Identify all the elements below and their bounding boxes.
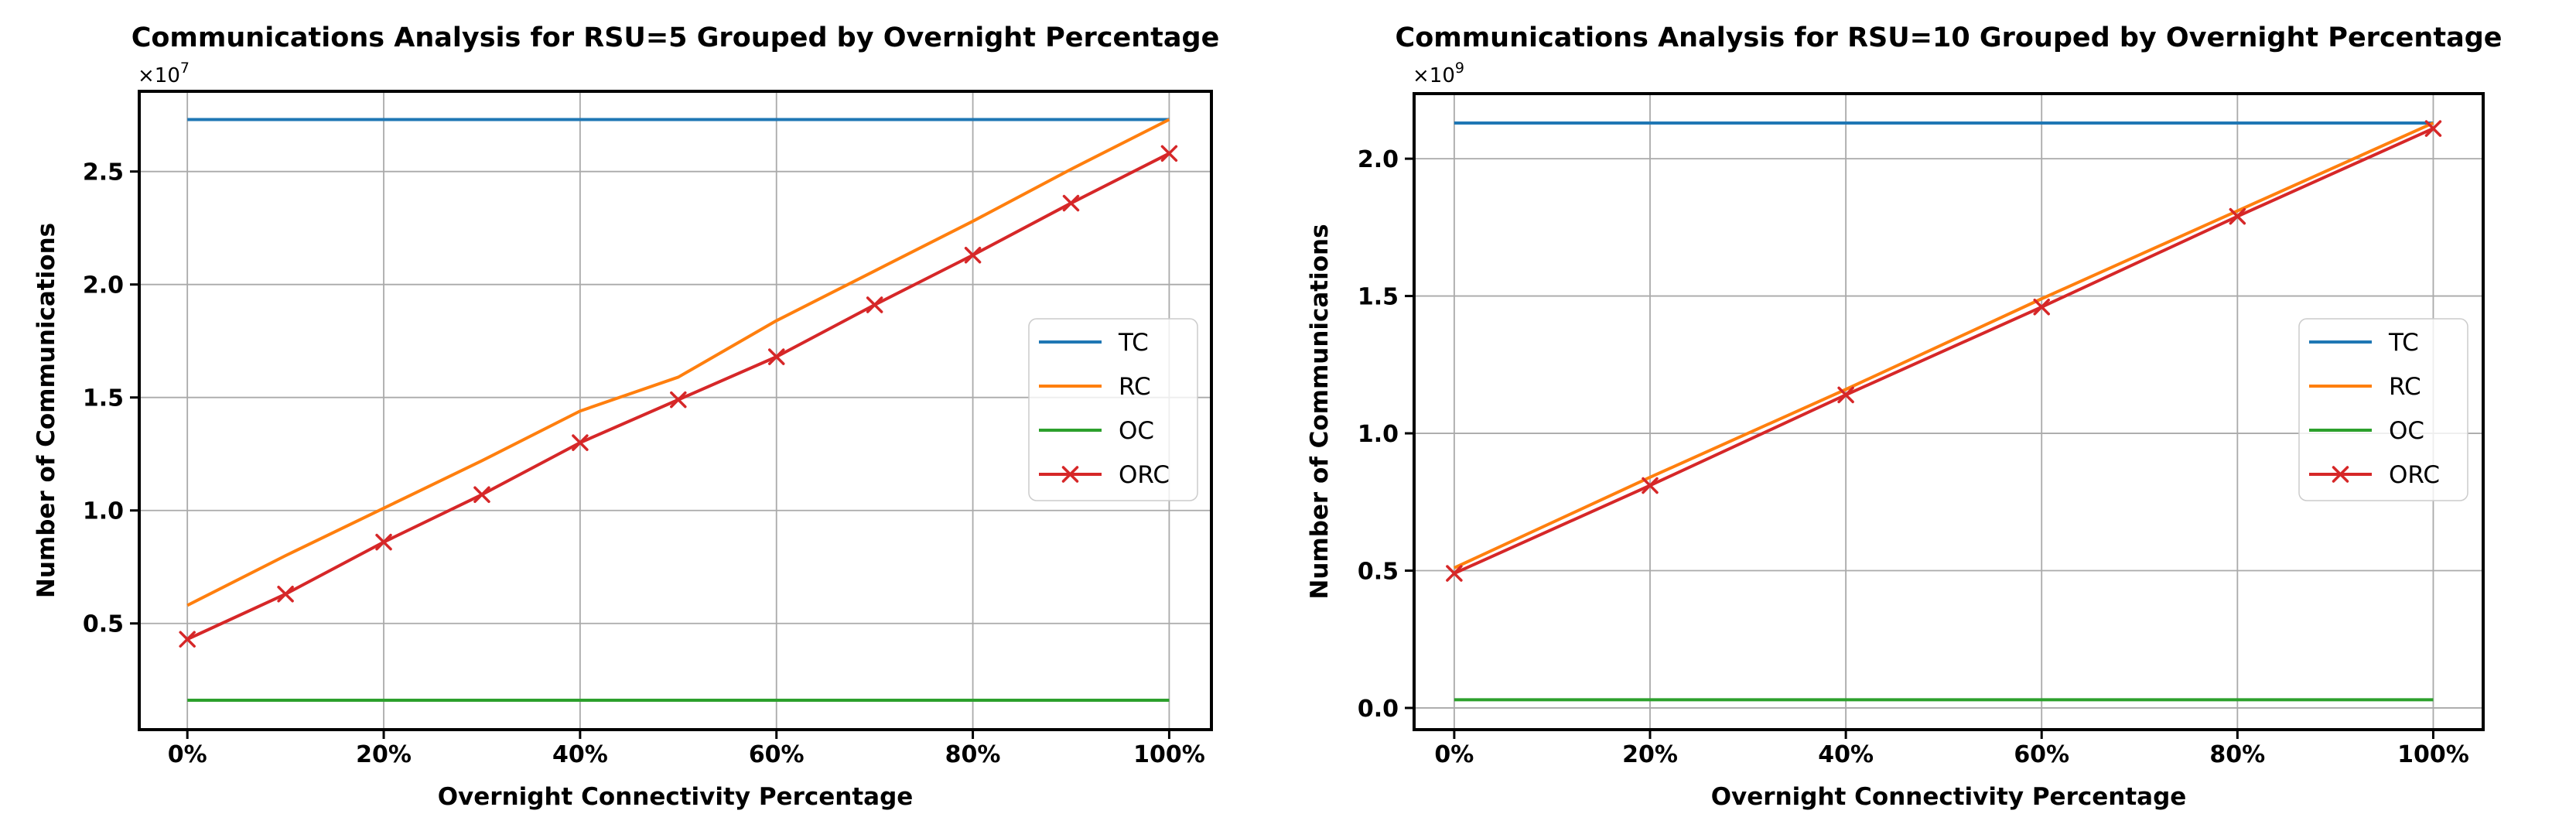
legend-label: RC: [1119, 373, 1151, 401]
y-tick-label: 1.0: [1358, 421, 1399, 448]
x-marker-stroke: [1160, 145, 1178, 162]
legend-label: TC: [1118, 329, 1149, 357]
chart-panel-rsu5: 0% 20% 40% 60% 80% 100% 0.5 1.0 1.5 2.0 2.5 ×107 Com…: [32, 22, 1219, 811]
x-marker-stroke: [1837, 386, 1854, 404]
legend-entry-rc: RC: [2309, 373, 2421, 401]
series-line-orc: [1454, 127, 2434, 575]
y-axis-offset-text: ×109: [1413, 60, 1464, 87]
x-axis-label: Overnight Connectivity Percentage: [1711, 783, 2187, 811]
chart-panel-rsu10: 0% 20% 40% 60% 80% 100% 0.0 0.5 1.0 1.5 2.0 ×109 Com…: [1306, 22, 2502, 811]
x-marker-stroke: [2033, 299, 2050, 316]
x-marker-stroke: [1642, 477, 1659, 494]
x-marker-stroke: [375, 533, 392, 551]
x-tick-label: 20%: [356, 741, 412, 768]
y-tick-label: 0.5: [83, 611, 124, 638]
x-marker-stroke: [2229, 207, 2246, 225]
x-marker: [2424, 120, 2442, 137]
legend-label: OC: [1119, 417, 1154, 445]
x-tick-label: 40%: [1818, 741, 1874, 768]
y-tick-label: 1.5: [83, 385, 124, 412]
chart-title: Communications Analysis for RSU=5 Groupe…: [132, 22, 1220, 53]
y-tick-label: 0.0: [1358, 696, 1399, 723]
x-marker: [1837, 386, 1854, 404]
x-marker-stroke: [1062, 194, 1080, 212]
x-marker-stroke: [866, 296, 883, 313]
x-marker: [179, 631, 196, 648]
legend-box: [2298, 318, 2468, 501]
x-marker: [1642, 477, 1659, 494]
legend-entry-tc: TC: [1039, 329, 1149, 357]
legend-entry-orc: ORC: [2309, 461, 2440, 489]
y-tick-label: 2.5: [83, 159, 124, 186]
x-marker: [473, 486, 490, 504]
x-marker-stroke: [2332, 466, 2349, 483]
x-marker: [1061, 466, 1079, 483]
axes-spines: [1413, 92, 2485, 731]
x-marker: [2229, 207, 2246, 225]
x-marker-stroke: [670, 391, 687, 409]
x-marker: [572, 434, 589, 451]
x-marker-stroke: [1446, 565, 1463, 582]
series-line-rc: [1454, 121, 2434, 569]
series-line-rc: [186, 118, 1170, 607]
legend-label: OC: [2389, 417, 2424, 445]
legend: TC RC OC ORC: [2298, 318, 2468, 501]
x-tick-label: 80%: [2209, 741, 2265, 768]
legend-box: [1028, 318, 1198, 501]
x-tick-label: 100%: [2397, 741, 2469, 768]
x-tick-label: 40%: [552, 741, 608, 768]
legend-label: ORC: [2389, 461, 2440, 489]
legend-label: RC: [2389, 373, 2421, 401]
x-marker-stroke: [1061, 466, 1079, 483]
x-marker-stroke: [572, 434, 589, 451]
grid: [1414, 94, 2483, 730]
legend-entry-tc: TC: [2309, 329, 2419, 357]
x-tick-label: 60%: [2014, 741, 2069, 768]
y-tick-label: 2.0: [1358, 146, 1399, 173]
chart-title: Communications Analysis for RSU=10 Group…: [1396, 22, 2503, 53]
legend: TC RC OC ORC: [1028, 318, 1198, 501]
x-tick-label: 60%: [749, 741, 805, 768]
y-axis-label: Number of Communications: [32, 223, 60, 598]
x-tick-label: 0%: [1434, 741, 1474, 768]
x-marker: [1446, 565, 1463, 582]
x-marker-stroke: [179, 631, 196, 648]
x-marker: [1160, 145, 1178, 162]
x-marker-stroke: [964, 246, 982, 264]
x-marker-stroke: [767, 348, 785, 365]
legend-label: TC: [2388, 329, 2419, 357]
x-marker-stroke: [277, 586, 294, 603]
y-tick-label: 0.5: [1358, 559, 1399, 586]
axes-spines: [138, 90, 1213, 731]
y-tick-label: 1.5: [1358, 284, 1399, 311]
x-tick-label: 0%: [168, 741, 207, 768]
x-axis-label: Overnight Connectivity Percentage: [438, 783, 914, 811]
legend-entry-oc: OC: [2309, 417, 2424, 445]
y-tick-label: 2.0: [83, 272, 124, 299]
legend-entry-orc: ORC: [1039, 461, 1170, 489]
x-tick-label: 20%: [1622, 741, 1678, 768]
legend-entry-rc: RC: [1039, 373, 1151, 401]
x-marker: [277, 586, 294, 603]
y-axis-offset-text: ×107: [138, 60, 190, 87]
x-marker: [866, 296, 883, 313]
x-marker: [2332, 466, 2349, 483]
legend-entry-oc: OC: [1039, 417, 1154, 445]
y-tick-label: 1.0: [83, 498, 124, 525]
x-marker-stroke: [2424, 120, 2442, 137]
x-marker: [767, 348, 785, 365]
x-marker: [1062, 194, 1080, 212]
x-marker: [964, 246, 982, 264]
x-marker: [375, 533, 392, 551]
x-marker-stroke: [473, 486, 490, 504]
x-tick-label: 80%: [945, 741, 1001, 768]
x-tick-label: 100%: [1133, 741, 1205, 768]
y-axis-label: Number of Communications: [1306, 224, 1334, 599]
x-marker: [2033, 299, 2050, 316]
x-marker: [670, 391, 687, 409]
legend-label: ORC: [1119, 461, 1170, 489]
